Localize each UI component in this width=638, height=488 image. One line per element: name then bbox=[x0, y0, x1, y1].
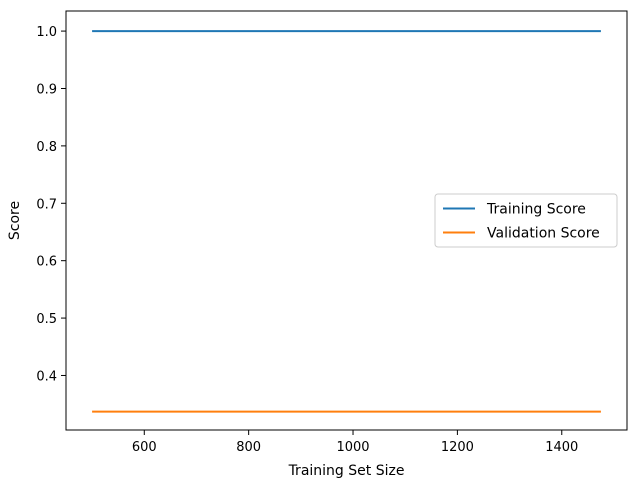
y-tick-label: 0.7 bbox=[36, 197, 57, 212]
y-tick-label: 1.0 bbox=[36, 25, 57, 40]
y-tick-label: 0.6 bbox=[36, 255, 57, 270]
x-axis-label: Training Set Size bbox=[288, 463, 405, 479]
y-tick-label: 0.8 bbox=[36, 140, 57, 155]
y-axis-label: Score bbox=[7, 201, 23, 240]
legend-frame bbox=[434, 193, 618, 248]
x-tick-label: 1000 bbox=[336, 440, 369, 455]
series-layer bbox=[92, 30, 601, 413]
plot-frame bbox=[65, 10, 628, 431]
legend-label-validation-score: Validation Score bbox=[487, 226, 600, 242]
y-tick-label: 0.4 bbox=[36, 369, 57, 384]
x-axis: 600 800 1000 1200 1400 bbox=[132, 430, 578, 455]
y-axis: 0.4 0.5 0.6 0.7 0.8 0.9 1.0 bbox=[36, 25, 66, 384]
legend: Training Score Validation Score bbox=[434, 193, 618, 248]
y-tick-label: 0.5 bbox=[36, 312, 57, 327]
x-tick-label: 600 bbox=[132, 440, 157, 455]
x-tick-label: 800 bbox=[236, 440, 261, 455]
legend-label-training-score: Training Score bbox=[486, 202, 586, 218]
x-tick-label: 1400 bbox=[545, 440, 578, 455]
y-tick-label: 0.9 bbox=[36, 82, 57, 97]
x-tick-label: 1200 bbox=[441, 440, 474, 455]
